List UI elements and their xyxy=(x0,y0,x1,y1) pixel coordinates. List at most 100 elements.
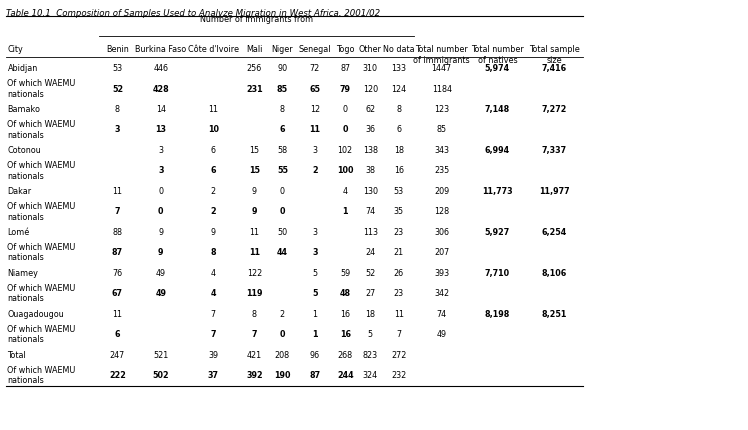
Text: Number of immigrants from: Number of immigrants from xyxy=(200,15,313,24)
Text: Mali: Mali xyxy=(246,45,263,54)
Text: 72: 72 xyxy=(310,64,320,73)
Text: 130: 130 xyxy=(363,187,378,195)
Text: 0: 0 xyxy=(159,187,163,195)
Text: 7: 7 xyxy=(396,329,401,338)
Text: Total number
of immigrants: Total number of immigrants xyxy=(414,45,470,64)
Text: 222: 222 xyxy=(109,370,126,379)
Text: 11: 11 xyxy=(208,105,218,114)
Text: 521: 521 xyxy=(153,350,168,359)
Text: 11,773: 11,773 xyxy=(482,187,512,195)
Text: 0: 0 xyxy=(343,105,348,114)
Text: 53: 53 xyxy=(393,187,404,195)
Text: Niamey: Niamey xyxy=(7,268,38,277)
Text: 8: 8 xyxy=(280,105,285,114)
Text: 272: 272 xyxy=(391,350,406,359)
Text: 49: 49 xyxy=(437,329,447,338)
Text: 27: 27 xyxy=(365,289,375,298)
Text: 113: 113 xyxy=(363,227,378,236)
Text: Côte d'Ivoire: Côte d'Ivoire xyxy=(188,45,239,54)
Text: 268: 268 xyxy=(337,350,353,359)
Text: 87: 87 xyxy=(340,64,350,73)
Text: 15: 15 xyxy=(249,166,260,175)
Text: Of which WAEMU
nationals: Of which WAEMU nationals xyxy=(7,365,76,384)
Text: 421: 421 xyxy=(247,350,262,359)
Text: 5,974: 5,974 xyxy=(485,64,510,73)
Text: Of which WAEMU
nationals: Of which WAEMU nationals xyxy=(7,120,76,139)
Text: 7: 7 xyxy=(211,309,215,318)
Text: 49: 49 xyxy=(156,268,166,277)
Text: 208: 208 xyxy=(275,350,290,359)
Text: 823: 823 xyxy=(363,350,378,359)
Text: Table 10.1  Composition of Samples Used to Analyze Migration in West Africa, 200: Table 10.1 Composition of Samples Used t… xyxy=(6,9,380,18)
Text: 2: 2 xyxy=(312,166,318,175)
Text: 65: 65 xyxy=(310,84,320,93)
Text: 9: 9 xyxy=(251,207,257,216)
Text: 3: 3 xyxy=(313,227,317,236)
Text: 4: 4 xyxy=(211,268,215,277)
Text: 21: 21 xyxy=(393,248,404,257)
Text: 11: 11 xyxy=(310,125,320,134)
Text: 343: 343 xyxy=(434,146,450,154)
Text: 11: 11 xyxy=(112,309,123,318)
Text: 18: 18 xyxy=(365,309,375,318)
Text: 207: 207 xyxy=(434,248,450,257)
Text: 231: 231 xyxy=(246,84,263,93)
Text: 2: 2 xyxy=(211,187,215,195)
Text: Lomé: Lomé xyxy=(7,227,30,236)
Text: 392: 392 xyxy=(246,370,263,379)
Text: Of which WAEMU
nationals: Of which WAEMU nationals xyxy=(7,324,76,344)
Text: 123: 123 xyxy=(434,105,450,114)
Text: 6,254: 6,254 xyxy=(542,227,567,236)
Text: 23: 23 xyxy=(393,227,404,236)
Text: 1447: 1447 xyxy=(432,64,452,73)
Text: 0: 0 xyxy=(158,207,164,216)
Text: 120: 120 xyxy=(363,84,378,93)
Text: 1184: 1184 xyxy=(432,84,452,93)
Text: 3: 3 xyxy=(159,146,163,154)
Text: 37: 37 xyxy=(208,370,218,379)
Text: 9: 9 xyxy=(211,227,215,236)
Text: 15: 15 xyxy=(249,146,260,154)
Text: 446: 446 xyxy=(153,64,168,73)
Text: 3: 3 xyxy=(114,125,120,134)
Text: 119: 119 xyxy=(246,289,263,298)
Text: 393: 393 xyxy=(434,268,450,277)
Text: 133: 133 xyxy=(391,64,406,73)
Text: 6,994: 6,994 xyxy=(485,146,510,154)
Text: 11: 11 xyxy=(249,248,260,257)
Text: Senegal: Senegal xyxy=(298,45,331,54)
Text: 24: 24 xyxy=(365,248,375,257)
Text: 1: 1 xyxy=(313,309,317,318)
Text: 79: 79 xyxy=(340,84,351,93)
Text: 49: 49 xyxy=(156,289,166,298)
Text: 8: 8 xyxy=(252,309,257,318)
Text: 67: 67 xyxy=(112,289,123,298)
Text: 87: 87 xyxy=(112,248,123,257)
Text: 23: 23 xyxy=(393,289,404,298)
Text: 9: 9 xyxy=(159,227,163,236)
Text: 7,710: 7,710 xyxy=(485,268,510,277)
Text: 0: 0 xyxy=(280,207,285,216)
Text: City: City xyxy=(7,45,23,54)
Text: 5: 5 xyxy=(313,268,317,277)
Text: No data: No data xyxy=(383,45,414,54)
Text: 4: 4 xyxy=(210,289,216,298)
Text: 14: 14 xyxy=(156,105,166,114)
Text: 58: 58 xyxy=(278,146,287,154)
Text: 4: 4 xyxy=(343,187,348,195)
Text: 324: 324 xyxy=(363,370,378,379)
Text: 8: 8 xyxy=(210,248,216,257)
Text: 235: 235 xyxy=(434,166,450,175)
Text: 50: 50 xyxy=(278,227,287,236)
Text: 244: 244 xyxy=(337,370,354,379)
Text: 52: 52 xyxy=(112,84,123,93)
Text: 39: 39 xyxy=(208,350,218,359)
Text: Of which WAEMU
nationals: Of which WAEMU nationals xyxy=(7,243,76,262)
Text: 1: 1 xyxy=(343,207,348,216)
Text: 0: 0 xyxy=(343,125,348,134)
Text: Other: Other xyxy=(359,45,381,54)
Text: 7,337: 7,337 xyxy=(542,146,567,154)
Text: 74: 74 xyxy=(437,309,447,318)
Text: 8,198: 8,198 xyxy=(485,309,510,318)
Text: Burkina Faso: Burkina Faso xyxy=(135,45,186,54)
